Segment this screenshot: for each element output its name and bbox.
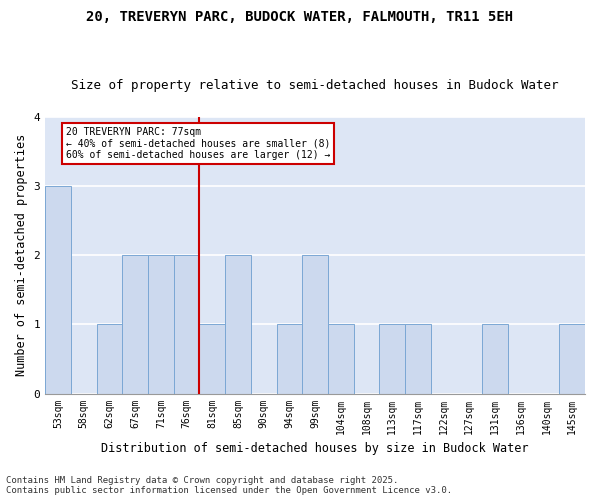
Bar <box>405 324 431 394</box>
Bar <box>45 186 71 394</box>
Bar <box>379 324 405 394</box>
Bar <box>482 324 508 394</box>
Bar <box>199 324 225 394</box>
Text: 20 TREVERYN PARC: 77sqm
← 40% of semi-detached houses are smaller (8)
60% of sem: 20 TREVERYN PARC: 77sqm ← 40% of semi-de… <box>66 127 330 160</box>
Text: Contains HM Land Registry data © Crown copyright and database right 2025.
Contai: Contains HM Land Registry data © Crown c… <box>6 476 452 495</box>
Bar <box>173 255 199 394</box>
Title: Size of property relative to semi-detached houses in Budock Water: Size of property relative to semi-detach… <box>71 79 559 92</box>
Bar <box>148 255 173 394</box>
Bar <box>97 324 122 394</box>
Bar <box>302 255 328 394</box>
Bar <box>225 255 251 394</box>
Bar <box>328 324 353 394</box>
Bar <box>122 255 148 394</box>
Bar <box>559 324 585 394</box>
Y-axis label: Number of semi-detached properties: Number of semi-detached properties <box>15 134 28 376</box>
Text: 20, TREVERYN PARC, BUDOCK WATER, FALMOUTH, TR11 5EH: 20, TREVERYN PARC, BUDOCK WATER, FALMOUT… <box>86 10 514 24</box>
X-axis label: Distribution of semi-detached houses by size in Budock Water: Distribution of semi-detached houses by … <box>101 442 529 455</box>
Bar <box>277 324 302 394</box>
